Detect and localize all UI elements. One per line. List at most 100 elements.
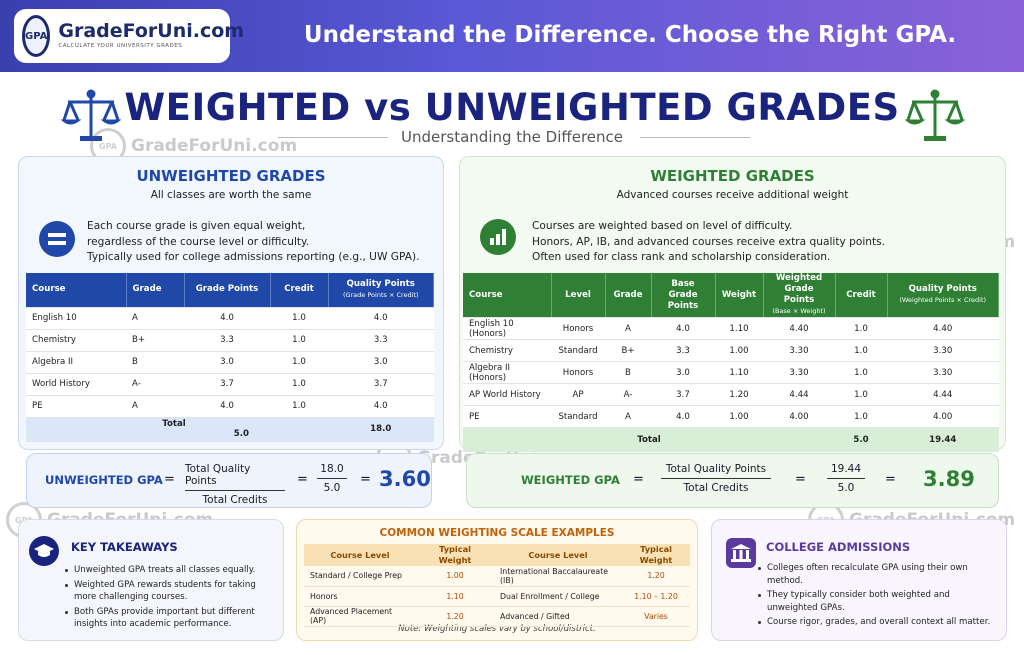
table-cell: 4.00 [887, 405, 999, 428]
formula-fraction: Total Quality Points Total Credits [661, 463, 771, 494]
table-cell: 1.0 [270, 395, 328, 418]
weighting-note: Note: Weighting scales vary by school/di… [398, 624, 596, 634]
table-cell: 1.0 [835, 361, 887, 384]
table-cell: 4.44 [887, 383, 999, 406]
college-admissions-title: COLLEGE ADMISSIONS [766, 540, 911, 554]
weighting-scale-title: COMMON WEIGHTING SCALE EXAMPLES [379, 527, 615, 539]
table-cell: Standard [551, 405, 605, 428]
unweighted-gpa-label: UNWEIGHTED GPA [45, 473, 163, 487]
table-cell: Chemistry [463, 339, 551, 362]
table-cell: 3.7 [184, 373, 270, 396]
weighted-table: Course Level Grade Base Grade Points Wei… [463, 273, 999, 452]
table-cell: 1.0 [835, 339, 887, 362]
table-cell: 1.00 [715, 405, 763, 428]
green-scale-icon [904, 89, 966, 141]
building-icon [726, 538, 756, 568]
bar-chart-icon [480, 219, 516, 255]
gpa-seal-icon: GPA [22, 15, 51, 57]
unweighted-description: Each course grade is given equal weight,… [87, 220, 420, 263]
unweighted-title: UNWEIGHTED GRADES [136, 167, 326, 185]
table-cell: 1.10 [416, 586, 494, 607]
table-cell: Honors [551, 361, 605, 384]
table-row: Chemistry B+ 3.3 1.0 3.3 [26, 329, 434, 352]
table-cell: 1.00 [715, 339, 763, 362]
table-cell: 3.30 [887, 339, 999, 362]
unweighted-table: Course Grade Grade Points Credit Quality… [26, 273, 434, 442]
table-cell: B [126, 351, 184, 374]
table-cell: 3.3 [651, 339, 715, 362]
table-cell: 1.0 [270, 307, 328, 330]
table-cell: 4.0 [328, 395, 434, 418]
page-subtitle: Understanding the Difference [401, 128, 623, 146]
table-cell: 1.0 [835, 405, 887, 428]
table-row: AP World History AP A- 3.7 1.20 4.44 1.0 4.44 [463, 383, 999, 406]
table-cell: 1.0 [835, 317, 887, 340]
table-cell: 1.20 [622, 566, 690, 587]
table-cell: 1.10 [715, 317, 763, 340]
table-cell: A [126, 307, 184, 330]
table-row: Chemistry Standard B+ 3.3 1.00 3.30 1.0 3.30 [463, 339, 999, 362]
table-cell: 4.0 [651, 317, 715, 340]
table-row: PE Standard A 4.0 1.00 4.00 1.0 4.00 [463, 405, 999, 428]
table-cell: 3.0 [328, 351, 434, 374]
table-row: English 10 A 4.0 1.0 4.0 [26, 307, 434, 330]
table-cell: 3.30 [763, 339, 835, 362]
table-cell: 1.00 [416, 566, 494, 587]
table-cell: 4.0 [184, 307, 270, 330]
weighted-title: WEIGHTED GRADES [650, 167, 815, 185]
site-logo[interactable]: GPA GradeForUni.com CALCULATE YOUR UNIVE… [14, 9, 244, 63]
table-row: Advanced Placement (AP) 1.20 Advanced / Gi… [304, 606, 690, 627]
table-row: Algebra II (Honors) Honors B 3.0 1.10 3.30 1.0… [463, 361, 999, 384]
table-cell: Chemistry [26, 329, 126, 352]
table-cell: AP [551, 383, 605, 406]
weighted-gpa-label: WEIGHTED GPA [521, 473, 620, 487]
blue-scale-icon [60, 89, 122, 141]
table-cell: 4.40 [763, 317, 835, 340]
key-takeaways-title: KEY TAKEAWAYS [71, 540, 178, 554]
graduation-cap-icon [29, 536, 59, 566]
table-cell: A [126, 395, 184, 418]
table-cell: 3.0 [651, 361, 715, 384]
table-cell: 1.0 [270, 351, 328, 374]
table-cell: 4.0 [328, 307, 434, 330]
table-cell: A- [605, 383, 651, 406]
logo-name: GradeForUni.com [58, 20, 245, 43]
formula-fraction: Total Quality Points Total Credits [185, 463, 285, 506]
table-row: World History A- 3.7 1.0 3.7 [26, 373, 434, 396]
table-cell: 1.20 [715, 383, 763, 406]
table-cell: A [605, 317, 651, 340]
table-cell: A- [126, 373, 184, 396]
weighted-gpa-formula: WEIGHTED GPA = Total Quality Points Total… [466, 453, 999, 508]
table-cell: 4.40 [887, 317, 999, 340]
table-cell: A [605, 405, 651, 428]
table-row: English 10 (Honors) Honors A 4.0 1.10 4.40 1.0… [463, 317, 999, 340]
table-cell: B [605, 361, 651, 384]
weighted-gpa-result: 3.89 [923, 467, 975, 491]
table-cell: 4.00 [763, 405, 835, 428]
value-fraction: 19.44 5.0 [827, 463, 865, 494]
unweighted-gpa-result: 3.60 [379, 467, 431, 491]
table-row: PE A 4.0 1.0 4.0 [26, 395, 434, 418]
table-cell: 3.0 [184, 351, 270, 374]
table-cell: Honors [551, 317, 605, 340]
weighted-subtitle: Advanced courses receive additional weig… [616, 189, 849, 201]
table-cell: Standard [551, 339, 605, 362]
table-cell: 3.7 [328, 373, 434, 396]
table-cell: 3.3 [184, 329, 270, 352]
table-cell: International Baccalaureate (IB) [494, 566, 622, 587]
college-admissions-card: COLLEGE ADMISSIONS Colleges often recalc… [711, 519, 1007, 641]
table-row: Standard / College Prep 1.00 International… [304, 566, 690, 587]
table-cell: B+ [605, 339, 651, 362]
header-tagline: Understand the Difference. Choose the Ri… [303, 22, 957, 48]
unweighted-gpa-formula: UNWEIGHTED GPA = Total Quality Points Tot… [26, 453, 432, 508]
table-cell: B+ [126, 329, 184, 352]
table-cell: PE [26, 395, 126, 418]
header-banner: GPA GradeForUni.com CALCULATE YOUR UNIVE… [0, 0, 1024, 72]
table-cell: English 10 (Honors) [463, 317, 551, 340]
table-cell: Advanced Placement (AP) [304, 606, 416, 627]
value-fraction: 18.0 5.0 [317, 463, 347, 494]
table-cell: 1.10 – 1.20 [622, 586, 690, 607]
table-cell: 1.10 [715, 361, 763, 384]
weighted-description: Courses are weighted based on level of d… [532, 220, 886, 263]
table-total-row: Total5.0 18.0 [26, 417, 434, 442]
